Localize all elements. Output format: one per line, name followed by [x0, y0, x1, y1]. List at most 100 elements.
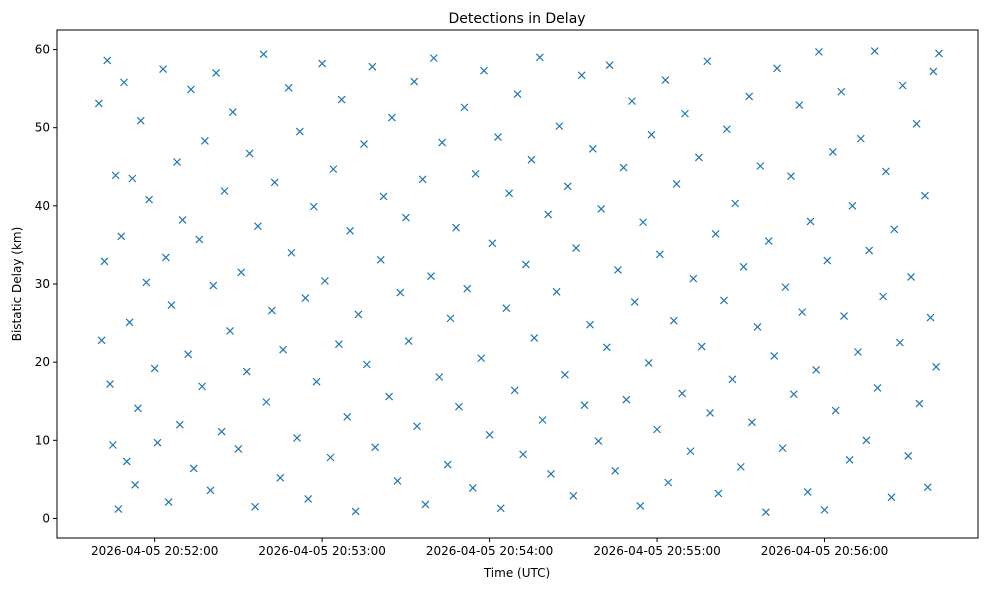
plot-frame [56, 29, 979, 539]
data-point [254, 222, 262, 231]
data-point [421, 500, 430, 509]
data-point [806, 217, 815, 226]
data-point [114, 505, 123, 514]
data-point [362, 360, 371, 369]
data-point [881, 167, 890, 176]
data-point [865, 246, 874, 255]
data-point [694, 153, 703, 162]
data-point [870, 47, 879, 56]
data-point [787, 172, 795, 181]
data-point [460, 103, 469, 112]
data-point [795, 101, 804, 109]
y-axis: 0 10 20 30 40 50 60 [35, 43, 57, 525]
data-point [714, 489, 723, 498]
data-point [150, 364, 159, 373]
data-point [245, 149, 254, 158]
data-point [644, 359, 653, 367]
data-point [167, 301, 176, 310]
data-point [544, 210, 553, 219]
data-point [159, 65, 167, 74]
data-point [820, 505, 829, 514]
data-point [237, 268, 246, 277]
data-point [97, 336, 106, 345]
data-point [173, 158, 181, 167]
data-point [393, 477, 402, 485]
data-point [803, 487, 812, 496]
data-point [828, 147, 837, 156]
data-point [175, 420, 184, 429]
y-tick-label: 50 [35, 121, 50, 135]
y-tick-label: 30 [35, 277, 50, 291]
data-point [120, 78, 128, 87]
x-axis-label: Time (UTC) [483, 566, 550, 580]
data-point [452, 223, 461, 232]
data-point [220, 187, 229, 195]
data-point [209, 281, 218, 290]
data-point [228, 108, 237, 116]
data-point [435, 373, 444, 381]
data-point [396, 288, 405, 297]
data-point [552, 287, 561, 296]
data-point [125, 318, 134, 327]
data-point [655, 250, 664, 259]
data-point [510, 386, 519, 395]
data-point [351, 507, 360, 516]
x-tick-label: 2026-04-05 20:52:00 [91, 544, 218, 558]
data-point [312, 377, 321, 386]
data-point [912, 119, 921, 128]
data-point [563, 182, 572, 191]
data-point [259, 50, 268, 59]
data-point [831, 406, 840, 415]
data-points [94, 47, 943, 517]
data-point [427, 272, 435, 281]
data-point [108, 441, 117, 449]
data-point [276, 473, 285, 482]
data-point [321, 276, 329, 285]
data-point [904, 452, 913, 460]
data-point [706, 409, 714, 417]
data-point [128, 174, 137, 183]
x-tick-label: 2026-04-05 20:53:00 [258, 544, 385, 558]
data-point [106, 380, 114, 388]
data-point [145, 195, 154, 204]
data-point [812, 366, 821, 374]
data-point [923, 483, 932, 492]
data-point [887, 493, 896, 502]
data-point [438, 138, 447, 147]
data-point [921, 191, 929, 200]
data-point [429, 54, 438, 63]
data-point [678, 389, 687, 398]
data-point [639, 218, 648, 227]
data-point [195, 235, 204, 244]
data-point [295, 127, 304, 136]
data-point [318, 59, 327, 68]
data-point [898, 81, 907, 90]
data-point [611, 466, 620, 475]
data-point [594, 437, 603, 446]
data-point [401, 213, 410, 222]
data-point [267, 306, 276, 315]
data-point [926, 313, 935, 322]
data-point [773, 64, 781, 73]
data-point [270, 178, 279, 187]
data-point [935, 49, 943, 58]
data-point [521, 260, 530, 269]
data-point [502, 304, 511, 313]
data-point [932, 362, 941, 371]
data-point [597, 205, 606, 213]
data-point [187, 85, 195, 94]
data-point [226, 326, 234, 335]
data-point [605, 61, 614, 70]
data-point [720, 296, 728, 305]
data-point [301, 294, 310, 302]
data-point [206, 486, 215, 495]
data-point [753, 323, 762, 331]
data-point [337, 95, 346, 104]
data-point [628, 97, 636, 106]
data-point [198, 382, 207, 391]
data-point [848, 201, 857, 210]
data-point [873, 384, 882, 392]
data-point [778, 444, 787, 453]
data-point [739, 262, 748, 271]
